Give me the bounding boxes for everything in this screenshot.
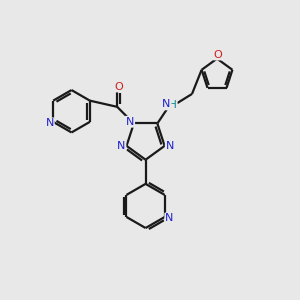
- Text: N: N: [45, 118, 54, 128]
- Text: N: N: [165, 214, 174, 224]
- Text: O: O: [214, 50, 223, 59]
- Text: N: N: [162, 99, 171, 110]
- Text: N: N: [126, 117, 134, 127]
- Text: O: O: [114, 82, 123, 92]
- Text: N: N: [166, 142, 174, 152]
- Text: H: H: [169, 100, 177, 110]
- Text: N: N: [117, 142, 125, 152]
